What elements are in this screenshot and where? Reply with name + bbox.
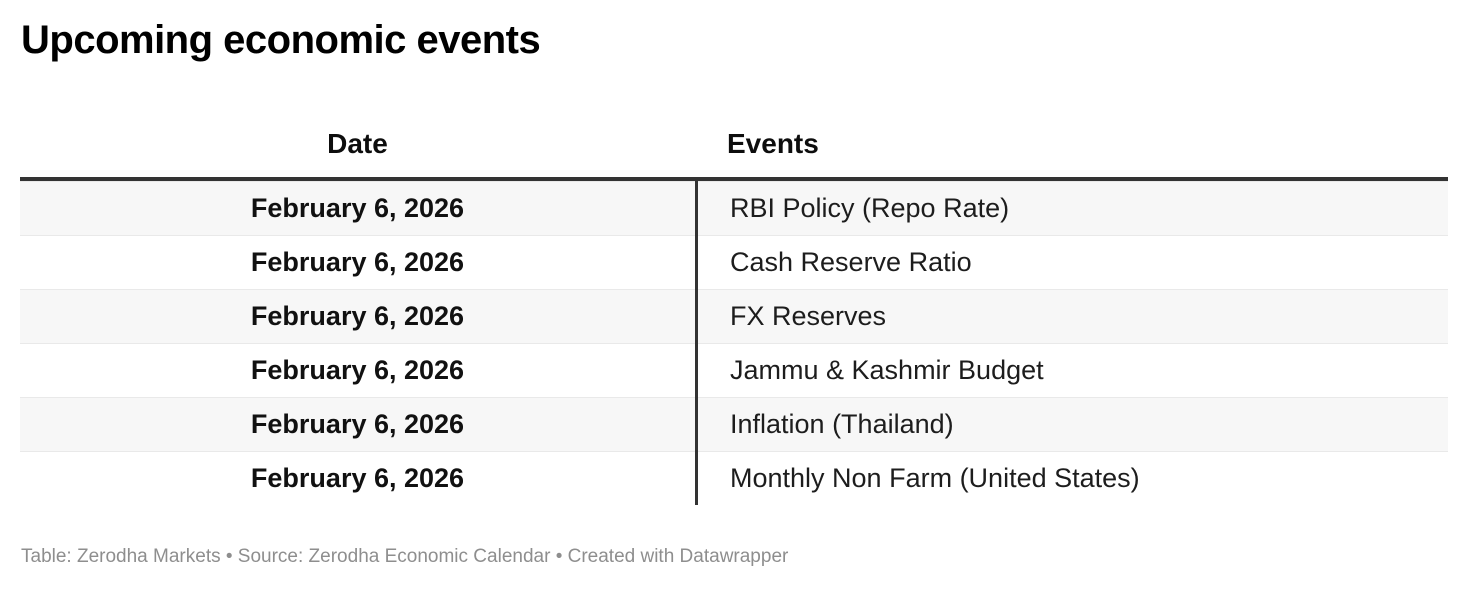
table-row: February 6, 2026 Monthly Non Farm (Unite… xyxy=(20,451,1448,505)
event-cell: FX Reserves xyxy=(730,301,887,331)
table-header-row: Date Events xyxy=(20,110,1448,181)
page: Upcoming economic events Date Events Feb… xyxy=(20,18,1448,567)
event-cell: RBI Policy (Repo Rate) xyxy=(730,193,1010,223)
table-row: February 6, 2026 Cash Reserve Ratio xyxy=(20,235,1448,289)
table-row: February 6, 2026 FX Reserves xyxy=(20,289,1448,343)
column-header-events: Events xyxy=(727,127,819,159)
column-divider xyxy=(695,181,698,505)
events-table: Date Events February 6, 2026 RBI Policy … xyxy=(20,110,1448,505)
table-body: February 6, 2026 RBI Policy (Repo Rate) … xyxy=(20,181,1448,505)
date-cell: February 6, 2026 xyxy=(250,193,465,223)
table-footer-attribution: Table: Zerodha Markets • Source: Zerodha… xyxy=(21,546,789,567)
date-cell: February 6, 2026 xyxy=(250,247,465,277)
date-cell: February 6, 2026 xyxy=(250,301,465,331)
table-row: February 6, 2026 Jammu & Kashmir Budget xyxy=(20,343,1448,397)
page-title: Upcoming economic events xyxy=(21,18,541,62)
event-cell: Inflation (Thailand) xyxy=(730,409,954,439)
event-cell: Monthly Non Farm (United States) xyxy=(730,463,1140,493)
date-cell: February 6, 2026 xyxy=(250,409,465,439)
date-cell: February 6, 2026 xyxy=(250,463,465,493)
table-row: February 6, 2026 RBI Policy (Repo Rate) xyxy=(20,181,1448,235)
date-cell: February 6, 2026 xyxy=(250,355,465,385)
event-cell: Jammu & Kashmir Budget xyxy=(730,355,1044,385)
column-header-date: Date xyxy=(327,127,388,159)
event-cell: Cash Reserve Ratio xyxy=(730,247,972,277)
table-row: February 6, 2026 Inflation (Thailand) xyxy=(20,397,1448,451)
